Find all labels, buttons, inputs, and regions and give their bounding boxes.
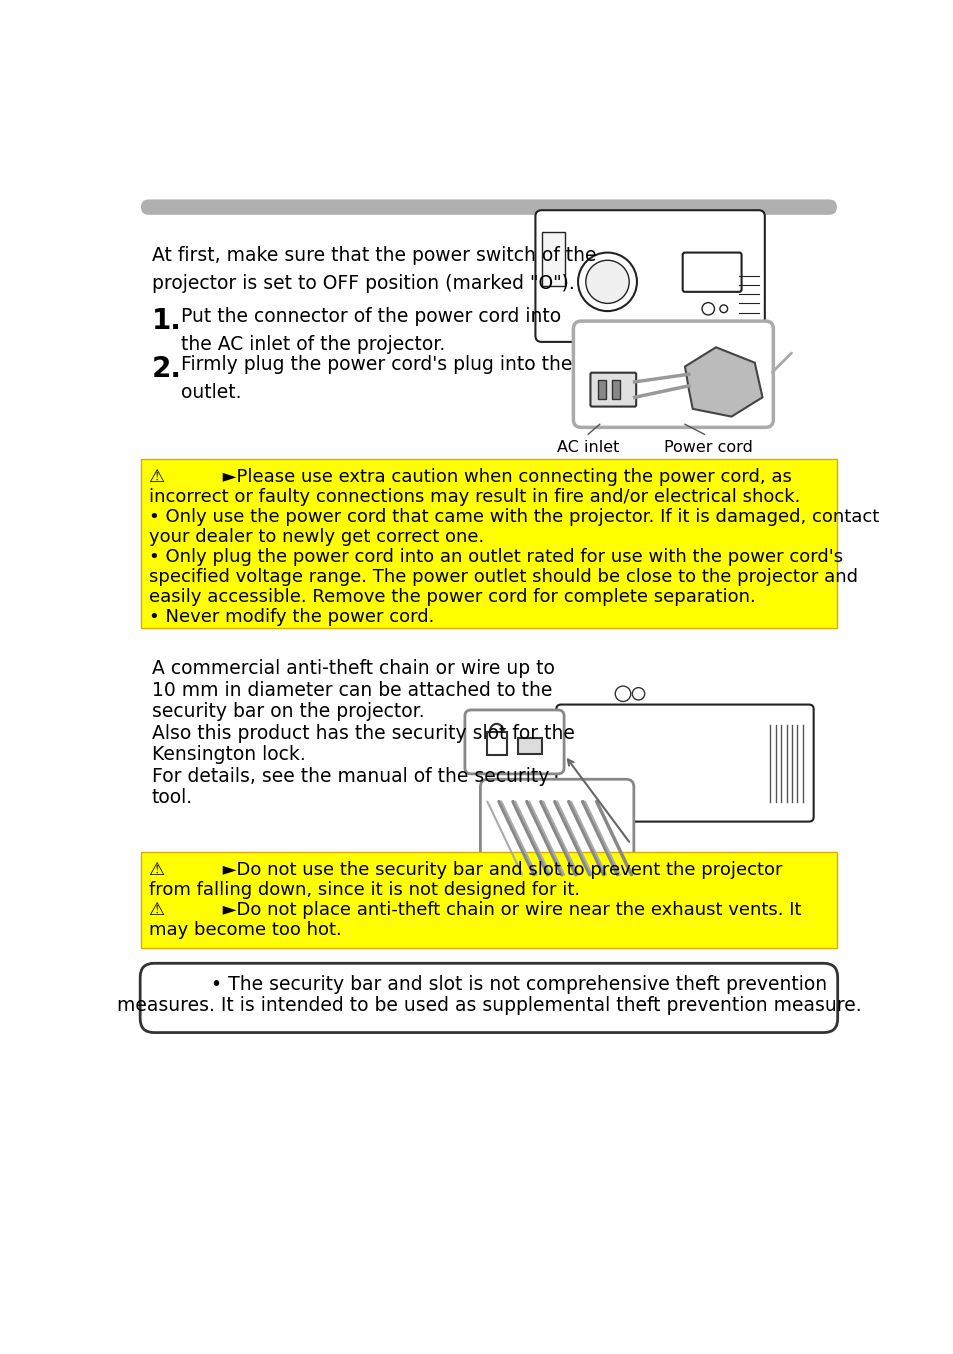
- FancyBboxPatch shape: [541, 232, 564, 286]
- Text: 2.: 2.: [152, 355, 182, 383]
- Circle shape: [701, 303, 714, 315]
- Text: ⚠          ►Please use extra caution when connecting the power cord, as: ⚠ ►Please use extra caution when connect…: [149, 468, 791, 486]
- FancyBboxPatch shape: [480, 780, 633, 909]
- FancyBboxPatch shape: [140, 963, 837, 1033]
- Circle shape: [720, 305, 727, 313]
- Circle shape: [578, 253, 637, 311]
- Text: specified voltage range. The power outlet should be close to the projector and: specified voltage range. The power outle…: [149, 569, 857, 586]
- Bar: [487, 733, 506, 756]
- Text: • Only use the power cord that came with the projector. If it is damaged, contac: • Only use the power cord that came with…: [149, 508, 878, 527]
- Text: Kensington lock.: Kensington lock.: [152, 745, 305, 765]
- Text: • Never modify the power cord.: • Never modify the power cord.: [149, 608, 434, 627]
- Text: Also this product has the security slot for the: Also this product has the security slot …: [152, 724, 574, 743]
- Circle shape: [615, 686, 630, 701]
- Circle shape: [585, 260, 629, 303]
- Text: incorrect or faulty connections may result in fire and/or electrical shock.: incorrect or faulty connections may resu…: [149, 489, 800, 506]
- FancyBboxPatch shape: [556, 704, 813, 822]
- Text: ⚠          ►Do not use the security bar and slot to prevent the projector: ⚠ ►Do not use the security bar and slot …: [149, 861, 781, 879]
- Text: • Only plug the power cord into an outlet rated for use with the power cord's: • Only plug the power cord into an outle…: [149, 548, 841, 566]
- Circle shape: [632, 688, 644, 700]
- Text: easily accessible. Remove the power cord for complete separation.: easily accessible. Remove the power cord…: [149, 588, 755, 607]
- Bar: [517, 738, 541, 754]
- Text: 10 mm in diameter can be attached to the: 10 mm in diameter can be attached to the: [152, 681, 552, 700]
- Text: Firmly plug the power cord's plug into the
outlet.: Firmly plug the power cord's plug into t…: [181, 355, 572, 402]
- Text: Power cord: Power cord: [663, 440, 752, 455]
- Text: tool.: tool.: [152, 788, 193, 807]
- FancyBboxPatch shape: [682, 253, 740, 292]
- Text: your dealer to newly get correct one.: your dealer to newly get correct one.: [149, 528, 483, 546]
- Text: ⚠          ►Do not place anti-theft chain or wire near the exhaust vents. It: ⚠ ►Do not place anti-theft chain or wire…: [149, 900, 801, 919]
- Text: At first, make sure that the power switch of the
projector is set to OFF positio: At first, make sure that the power switc…: [152, 245, 596, 292]
- Text: from falling down, since it is not designed for it.: from falling down, since it is not desig…: [149, 881, 579, 899]
- FancyBboxPatch shape: [590, 372, 636, 406]
- Text: may become too hot.: may become too hot.: [149, 921, 341, 938]
- FancyBboxPatch shape: [535, 210, 764, 343]
- Text: measures. It is intended to be used as supplemental theft prevention measure.: measures. It is intended to be used as s…: [116, 997, 861, 1016]
- FancyBboxPatch shape: [464, 709, 563, 774]
- Bar: [612, 380, 619, 399]
- Polygon shape: [684, 347, 761, 417]
- FancyBboxPatch shape: [141, 852, 836, 948]
- Text: 1.: 1.: [152, 307, 181, 336]
- FancyBboxPatch shape: [573, 321, 773, 428]
- Bar: [598, 380, 605, 399]
- FancyBboxPatch shape: [141, 199, 836, 215]
- Text: AC inlet: AC inlet: [557, 440, 618, 455]
- Text: A commercial anti-theft chain or wire up to: A commercial anti-theft chain or wire up…: [152, 659, 554, 678]
- Text: For details, see the manual of the security: For details, see the manual of the secur…: [152, 766, 549, 785]
- Text: • The security bar and slot is not comprehensive theft prevention: • The security bar and slot is not compr…: [151, 975, 826, 994]
- Text: security bar on the projector.: security bar on the projector.: [152, 703, 424, 722]
- FancyBboxPatch shape: [141, 459, 836, 628]
- Text: Put the connector of the power cord into
the AC inlet of the projector.: Put the connector of the power cord into…: [181, 307, 560, 355]
